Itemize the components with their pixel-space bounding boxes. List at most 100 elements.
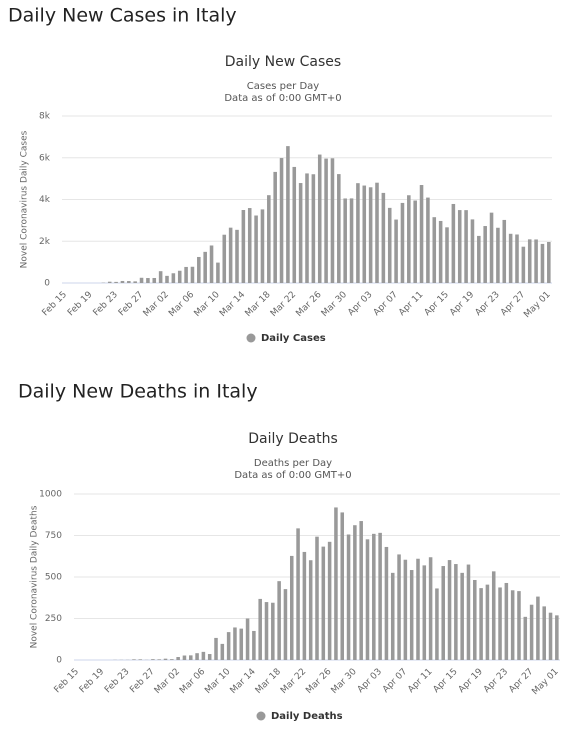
y-tick-label: 250 xyxy=(45,614,62,624)
y-axis-label: Novel Coronavirus Daily Deaths xyxy=(30,505,40,648)
x-tick-label: Mar 14 xyxy=(229,667,258,696)
x-tick-label: Feb 23 xyxy=(92,290,120,318)
legend-marker xyxy=(246,333,256,343)
x-tick-label: Mar 18 xyxy=(254,667,283,696)
chart-subtitle: Data as of 0:00 GMT+0 xyxy=(234,470,351,481)
x-tick-label: Mar 06 xyxy=(167,290,196,319)
bar xyxy=(527,239,532,283)
bar xyxy=(498,587,502,660)
y-tick-label: 2k xyxy=(39,237,51,247)
bar xyxy=(271,602,275,660)
x-tick-label: Mar 22 xyxy=(279,667,308,696)
y-tick-label: 6k xyxy=(39,153,51,163)
x-tick-label: Mar 02 xyxy=(153,667,182,696)
x-tick-label: Mar 26 xyxy=(304,667,333,696)
bar xyxy=(542,606,546,660)
bar xyxy=(390,572,395,660)
bar xyxy=(438,220,443,283)
x-tick-label: Mar 02 xyxy=(142,290,171,319)
x-tick-label: Mar 06 xyxy=(178,667,207,696)
bar xyxy=(258,598,262,660)
bar xyxy=(397,554,401,660)
x-tick-label: Mar 30 xyxy=(330,667,359,696)
x-tick-label: Mar 10 xyxy=(193,290,222,319)
bar xyxy=(555,615,559,660)
bar xyxy=(305,173,309,283)
bar xyxy=(384,546,389,660)
chart-title: Daily New Cases xyxy=(225,54,341,70)
bar xyxy=(413,200,417,283)
bar xyxy=(548,612,553,660)
section-heading: Daily New Cases in Italy xyxy=(8,5,237,27)
bar xyxy=(496,227,500,283)
bar xyxy=(400,202,405,283)
bar xyxy=(426,197,430,283)
section-heading: Daily New Deaths in Italy xyxy=(18,381,258,403)
bar xyxy=(485,584,490,660)
bar xyxy=(489,212,494,283)
bar xyxy=(508,233,513,283)
x-tick-label: Feb 27 xyxy=(128,667,156,695)
x-tick-label: Apr 15 xyxy=(423,290,451,318)
bar xyxy=(158,271,163,283)
bar xyxy=(466,564,471,660)
bar xyxy=(220,643,225,660)
bar xyxy=(529,604,534,660)
bar xyxy=(252,630,256,660)
bar xyxy=(365,539,370,660)
bar xyxy=(114,281,118,283)
bar xyxy=(407,195,411,283)
bar xyxy=(441,566,446,660)
x-tick-label: Mar 14 xyxy=(218,290,247,319)
x-tick-label: Feb 23 xyxy=(103,667,131,695)
bar xyxy=(163,658,168,660)
bar xyxy=(515,234,519,283)
bar xyxy=(315,536,319,660)
bar xyxy=(460,572,464,660)
bar xyxy=(409,570,414,660)
bar xyxy=(330,158,335,283)
bar xyxy=(233,627,237,660)
bar xyxy=(428,557,433,660)
bar xyxy=(264,602,269,660)
bar xyxy=(362,185,367,283)
bar xyxy=(470,219,475,283)
bar xyxy=(139,277,144,283)
y-tick-label: 0 xyxy=(44,279,50,289)
bar xyxy=(138,659,143,660)
x-tick-label: Feb 15 xyxy=(41,290,69,318)
chart-subtitle: Data as of 0:00 GMT+0 xyxy=(224,93,341,104)
bar xyxy=(302,551,307,660)
bar xyxy=(337,174,341,283)
bar xyxy=(277,581,281,660)
x-tick-label: Mar 18 xyxy=(244,290,273,319)
x-tick-label: Feb 19 xyxy=(78,667,107,696)
x-tick-label: Apr 07 xyxy=(372,290,400,318)
bar xyxy=(368,187,373,283)
bar xyxy=(195,653,199,660)
x-tick-label: Apr 03 xyxy=(356,667,384,695)
bar xyxy=(228,227,233,283)
bar xyxy=(381,192,386,283)
x-tick-label: May 01 xyxy=(522,290,552,320)
bar xyxy=(182,655,187,660)
bar xyxy=(523,616,528,660)
bar xyxy=(403,559,408,660)
bar xyxy=(157,659,161,660)
bar xyxy=(445,227,449,283)
bar xyxy=(207,654,212,660)
bar xyxy=(311,174,316,283)
bar xyxy=(296,528,300,660)
bar xyxy=(419,185,424,283)
y-tick-label: 8k xyxy=(39,112,51,122)
bar xyxy=(387,207,392,283)
bar xyxy=(127,281,131,283)
x-tick-label: Feb 19 xyxy=(66,290,95,319)
bar xyxy=(226,632,231,660)
bar xyxy=(327,541,332,660)
x-tick-label: Feb 15 xyxy=(53,667,81,695)
chart-title: Daily Deaths xyxy=(248,431,338,447)
bar xyxy=(502,219,507,283)
x-tick-label: Apr 23 xyxy=(482,667,510,695)
x-tick-label: Apr 15 xyxy=(432,667,460,695)
